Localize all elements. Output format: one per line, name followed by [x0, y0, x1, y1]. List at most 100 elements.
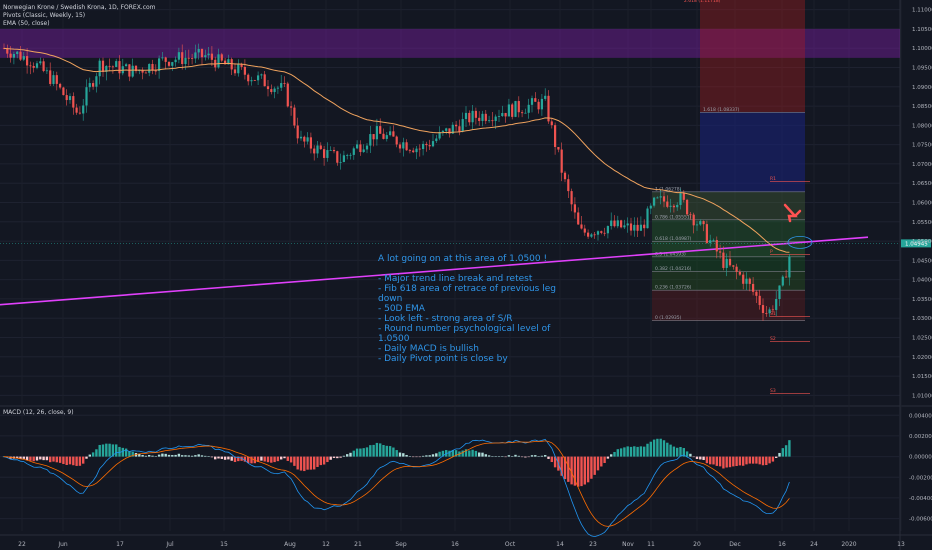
macd-histogram-bar: [567, 456, 570, 482]
macd-histogram-bar: [313, 456, 316, 470]
macd-histogram-bar: [616, 449, 619, 457]
candle-body: [623, 225, 626, 228]
pivots-legend[interactable]: Pivots (Classic, Weekly, 15): [3, 12, 86, 19]
candle-body: [686, 199, 689, 215]
macd-histogram-bar: [382, 445, 385, 457]
candle-body: [778, 285, 781, 300]
macd-histogram-bar: [689, 453, 692, 457]
macd-histogram-bar: [355, 448, 359, 457]
macd-histogram-bar: [669, 444, 672, 457]
fib-label: 0.618 (1.04987): [655, 236, 692, 242]
macd-histogram-bar: [329, 456, 332, 460]
macd-histogram-bar: [237, 456, 240, 462]
macd-histogram-bar: [68, 456, 72, 465]
candle-body: [557, 146, 560, 150]
candle-body: [72, 96, 75, 108]
macd-histogram-bar: [121, 447, 124, 457]
candle-body: [306, 137, 309, 142]
candle-body: [408, 150, 411, 152]
candle-body: [273, 88, 276, 93]
macd-histogram-bar: [299, 456, 303, 471]
candle-body: [580, 224, 583, 229]
candle-body: [250, 80, 253, 82]
candle-body: [158, 58, 161, 71]
candle-body: [339, 161, 342, 163]
time-tick-label: 11: [647, 541, 655, 548]
macd-histogram-bar: [316, 456, 319, 467]
macd-histogram-bar: [428, 455, 431, 457]
macd-histogram-bar: [194, 455, 197, 457]
candle-body: [59, 83, 62, 88]
candle-body: [573, 204, 576, 213]
candle-body: [600, 231, 603, 233]
macd-histogram-bar: [497, 456, 501, 458]
macd-histogram-bar: [319, 456, 322, 466]
candle-body: [303, 136, 306, 142]
macd-histogram-bar: [233, 456, 237, 463]
macd-histogram-bar: [478, 452, 481, 457]
candle-body: [319, 145, 322, 150]
macd-histogram-bar: [326, 456, 329, 463]
candle-body: [141, 69, 144, 73]
candle-body: [224, 60, 227, 65]
macd-histogram-bar: [682, 448, 685, 457]
macd-histogram-bar: [293, 456, 296, 466]
candle-body: [547, 95, 550, 122]
macd-histogram-bar: [768, 456, 771, 464]
note-line: - Round number psychological level of 1.…: [378, 324, 551, 344]
macd-histogram-bar: [375, 442, 379, 457]
macd-histogram-bar: [487, 455, 491, 457]
macd-histogram-bar: [260, 456, 263, 461]
candle-body: [715, 239, 718, 252]
macd-histogram-bar: [118, 446, 121, 457]
candle-body: [233, 69, 237, 74]
macd-histogram-bar: [207, 456, 210, 457]
candle-body: [187, 57, 190, 59]
candle-body: [702, 221, 705, 225]
candle-body: [474, 110, 477, 118]
candle-body: [352, 148, 355, 155]
macd-histogram-bar: [626, 446, 629, 457]
candle-body: [257, 75, 260, 81]
candle-body: [313, 148, 316, 154]
candle-body: [382, 133, 385, 139]
macd-histogram-bar: [454, 450, 458, 457]
candle-body: [385, 135, 388, 139]
candle-body: [39, 61, 42, 64]
price-tick-label: 1.10500: [912, 27, 932, 33]
candle-body: [468, 112, 471, 123]
candle-body: [167, 61, 171, 66]
macd-histogram-bar: [755, 456, 758, 464]
macd-histogram-bar: [266, 456, 270, 463]
fib-zone: [700, 0, 805, 113]
macd-histogram-bar: [464, 449, 468, 457]
macd-histogram-bar: [398, 452, 402, 457]
time-axis: 22 Jun 17 Jul 15 Aug 12 21 Sep 16 Oct 14 23 Nov 11 20 De…: [18, 541, 905, 548]
macd-histogram-bar: [303, 456, 306, 472]
candle-body: [653, 197, 656, 206]
macd-histogram-bar: [709, 456, 712, 465]
price-tick-label: 1.06000: [912, 201, 932, 207]
macd-tick-label: 0.00200: [909, 434, 932, 440]
macd-histogram-bar: [537, 456, 540, 457]
time-tick-label: 24: [810, 541, 818, 548]
macd-histogram-bar: [685, 451, 689, 457]
pivot-label: P: [770, 249, 773, 255]
ema-50-line: [3, 47, 790, 253]
candle-body: [771, 309, 774, 311]
candle-body: [263, 74, 266, 87]
macd-histogram-bar: [332, 456, 336, 458]
macd-legend[interactable]: MACD (12, 26, close, 9): [3, 409, 74, 416]
macd-histogram-bar: [256, 456, 260, 462]
candle-body: [75, 107, 78, 113]
macd-histogram-bar: [438, 451, 441, 457]
candle-body: [620, 220, 623, 228]
macd-histogram-bar: [775, 456, 778, 458]
resistance-zone: [0, 28, 900, 58]
symbol-title[interactable]: Norwegian Krone / Swedish Krona, 1D, FOR…: [3, 4, 156, 11]
price-tick-label: 1.07500: [912, 143, 932, 149]
macd-histogram-bar: [392, 447, 395, 457]
ema-legend[interactable]: EMA (50, close): [3, 20, 50, 27]
